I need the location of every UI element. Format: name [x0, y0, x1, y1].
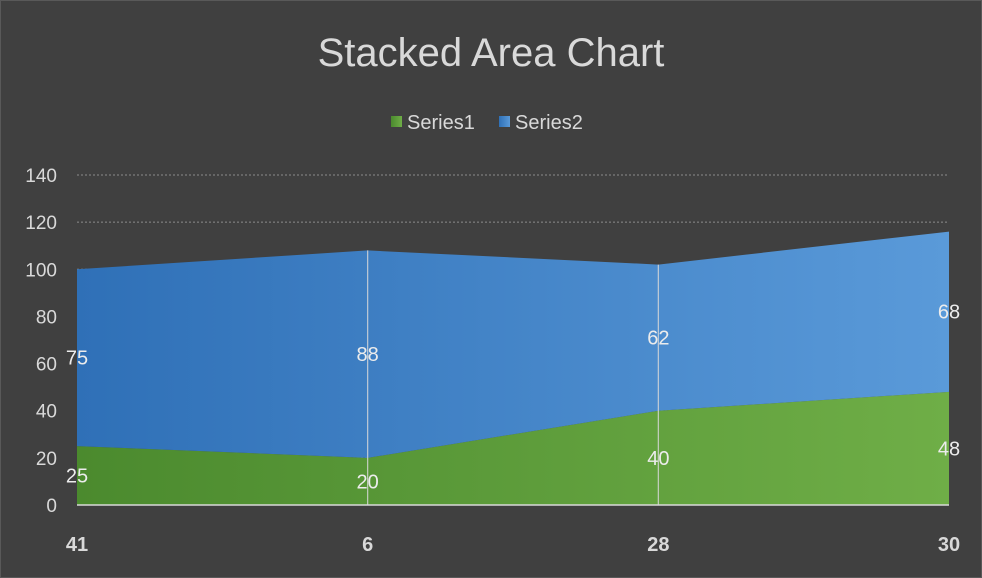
legend-label-series2: Series2	[515, 112, 583, 134]
y-tick-label: 140	[25, 166, 57, 187]
area-series1	[77, 391, 949, 505]
data-label-series2: 75	[66, 348, 88, 370]
x-tick-label: 28	[647, 534, 669, 556]
y-tick-label: 20	[36, 449, 57, 470]
legend-swatch-series2	[499, 116, 510, 127]
data-label-series1: 40	[647, 448, 669, 470]
y-tick-label: 100	[25, 260, 57, 281]
chart-title: Stacked Area Chart	[318, 31, 665, 75]
legend-swatch-series1	[391, 116, 402, 127]
legend-label-series1: Series1	[407, 112, 475, 134]
data-label-series2: 62	[647, 328, 669, 350]
area-series2	[77, 231, 949, 458]
data-label-series1: 25	[66, 466, 88, 488]
data-label-series2: 88	[357, 344, 379, 366]
data-label-series1: 48	[938, 438, 960, 460]
y-tick-label: 60	[36, 355, 57, 376]
x-tick-label: 30	[938, 534, 960, 556]
x-tick-label: 6	[362, 534, 373, 556]
y-tick-label: 0	[46, 496, 57, 517]
y-tick-label: 120	[25, 213, 57, 234]
data-labels: 25 20 40 48 75 88 62 68	[66, 302, 960, 494]
y-tick-label: 40	[36, 402, 57, 423]
area-series	[77, 231, 949, 505]
data-label-series1: 20	[357, 471, 379, 493]
legend: Series1 Series2	[391, 112, 583, 134]
data-label-series2: 68	[938, 302, 960, 324]
axes: 0 20 40 60 80 100 120 140 41 6 28 30	[25, 166, 960, 556]
x-tick-label: 41	[66, 534, 88, 556]
category-droplines	[367, 250, 659, 505]
y-tick-label: 80	[36, 307, 57, 328]
